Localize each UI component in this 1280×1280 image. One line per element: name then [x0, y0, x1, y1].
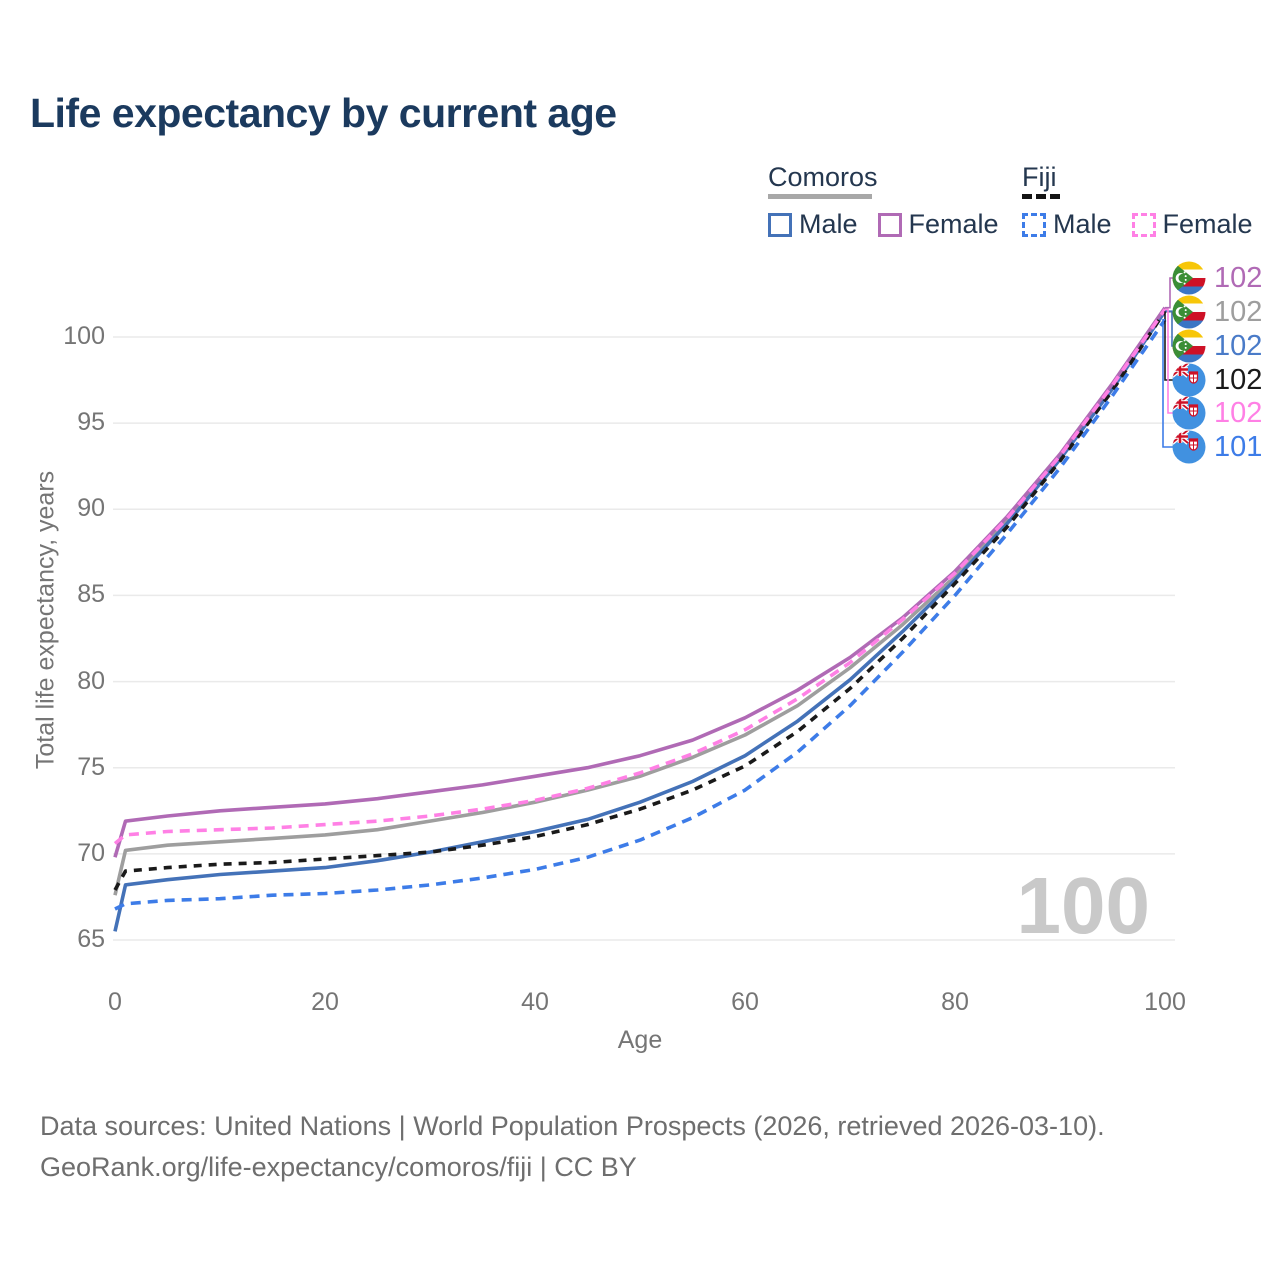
legend-item-comoros-male[interactable]: Male [768, 209, 858, 240]
legend-country-fiji: Fiji [1022, 162, 1057, 192]
comoros-series-line-sample-icon [768, 194, 872, 199]
series-line-comoros-female [113, 306, 1167, 858]
y-tick-label: 75 [77, 752, 105, 781]
comoros-flag-icon [1172, 261, 1206, 295]
series-line-fiji-both [113, 310, 1167, 891]
end-label-row-comoros: 102 [1172, 294, 1262, 330]
fiji-male-swatch-icon [1022, 212, 1046, 237]
comoros-flag-icon [1172, 295, 1206, 329]
end-value: 102 [1214, 330, 1263, 362]
end-value: 102 [1214, 364, 1263, 396]
series-line-comoros-both [113, 308, 1167, 896]
legend-country-comoros: Comoros [768, 162, 878, 192]
y-tick-label: 70 [77, 838, 105, 867]
legend-group-fiji: Fiji Male Female [1022, 162, 1253, 240]
legend-label-fiji-male: Male [1053, 209, 1112, 239]
end-label-row-fiji: 101 [1172, 429, 1262, 465]
end-label-connector [1165, 277, 1174, 309]
age-counter-watermark: 100 [1016, 861, 1150, 950]
series-line-fiji-female [113, 308, 1167, 845]
x-tick-label: 0 [108, 988, 122, 1016]
legend-label-fiji-female: Female [1162, 209, 1253, 239]
end-value: 102 [1214, 296, 1263, 328]
fiji-female-swatch-icon [1131, 212, 1156, 237]
data-sources-text: Data sources: United Nations | World Pop… [40, 1111, 1105, 1141]
legend-item-fiji-female[interactable]: Female [1131, 209, 1253, 240]
legend-label-comoros-female: Female [908, 209, 999, 239]
y-tick-label: 100 [63, 322, 105, 350]
end-value: 101 [1214, 431, 1263, 463]
legend-group-comoros: Comoros Male Female [768, 162, 999, 240]
y-tick-label: 65 [77, 925, 105, 953]
comoros-male-swatch-icon [768, 212, 792, 237]
x-axis-title: Age [617, 1026, 663, 1054]
legend-item-comoros-female[interactable]: Female [877, 209, 999, 240]
comoros-flag-icon [1172, 329, 1206, 363]
x-tick-label: 100 [1144, 988, 1186, 1016]
end-label-row-fiji: 102 [1172, 395, 1262, 431]
y-tick-label: 85 [77, 580, 105, 609]
end-label-row-comoros: 102 [1172, 328, 1262, 364]
fiji-flag-icon [1172, 430, 1206, 464]
end-value: 102 [1214, 397, 1263, 429]
x-tick-label: 20 [311, 988, 339, 1016]
end-value: 102 [1214, 262, 1263, 294]
end-label-connector [1164, 311, 1174, 381]
series-line-fiji-male [114, 318, 1167, 911]
fiji-flag-icon [1172, 363, 1206, 397]
end-label-connector [1162, 319, 1174, 448]
y-tick-label: 90 [77, 494, 105, 523]
fiji-series-line-sample-icon [1022, 194, 1060, 199]
y-tick-label: 95 [77, 408, 105, 437]
x-tick-label: 40 [521, 988, 549, 1016]
legend-label-comoros-male: Male [799, 209, 858, 239]
x-tick-label: 60 [731, 988, 759, 1016]
attribution-text: GeoRank.org/life-expectancy/comoros/fiji… [40, 1152, 637, 1182]
legend-item-fiji-male[interactable]: Male [1022, 209, 1112, 240]
page-title: Life expectancy by current age [30, 90, 617, 136]
y-axis-title: Total life expectancy, years [31, 470, 60, 770]
footer: Data sources: United Nations | World Pop… [40, 1106, 1105, 1188]
end-label-connector [1165, 308, 1174, 414]
x-tick-label: 80 [941, 988, 969, 1016]
comoros-female-swatch-icon [877, 212, 902, 237]
series-line-comoros-male [113, 310, 1167, 932]
fiji-flag-icon [1172, 396, 1206, 430]
end-label-row-fiji: 102 [1172, 362, 1262, 398]
y-tick-label: 80 [77, 666, 105, 695]
end-label-row-comoros: 102 [1172, 260, 1262, 296]
